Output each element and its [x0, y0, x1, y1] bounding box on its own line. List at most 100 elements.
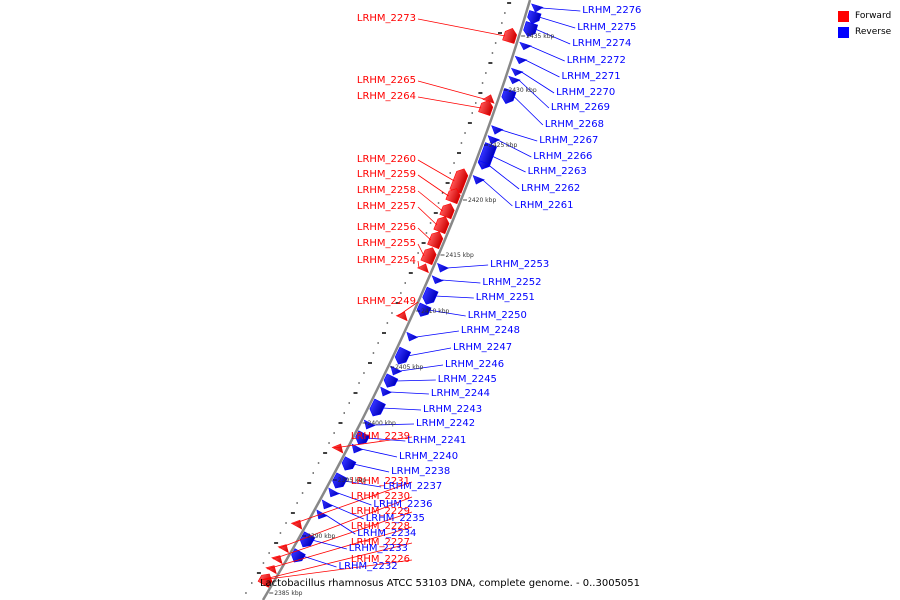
- leader-line: [417, 206, 438, 226]
- position-tick-label: 2390 kbp: [307, 533, 335, 540]
- gene-arrow: [316, 509, 328, 520]
- reverse-gene: [321, 499, 334, 510]
- leader-line: [538, 16, 576, 29]
- reverse-gene: [510, 67, 524, 77]
- leader-line: [434, 295, 474, 299]
- reverse-gene-label: LRHM_2271: [562, 71, 621, 82]
- forward-gene-label: LRHM_2226: [351, 554, 410, 565]
- gene-arrow: [478, 160, 491, 170]
- reverse-gene-label: LRHM_2234: [357, 528, 416, 539]
- leader-line: [529, 45, 565, 62]
- reverse-gene-label: LRHM_2253: [490, 259, 549, 270]
- gene-arrow: [380, 386, 392, 397]
- position-tick-label: 2385 kbp: [274, 590, 302, 597]
- reverse-gene: [341, 456, 357, 471]
- position-tick-label: 2395 kbp: [338, 477, 366, 484]
- leader-line: [407, 347, 452, 357]
- position-tick-label: 2430 kbp: [508, 87, 536, 94]
- reverse-gene: [328, 487, 340, 498]
- reverse-gene: [406, 331, 419, 342]
- forward-gene: [265, 565, 277, 575]
- forward-gene: [331, 443, 344, 454]
- gene-arrow: [328, 487, 340, 498]
- gene-labels: LRHM_2273 LRHM_2265 LRHM_2264 LRHM_2260 LRHM…: [339, 5, 642, 572]
- legend-item-reverse: Reverse: [838, 24, 891, 40]
- reverse-gene: [416, 302, 432, 317]
- gene-arrow: [420, 247, 437, 266]
- leader-line: [381, 407, 422, 411]
- reverse-gene-label: LRHM_2237: [383, 481, 442, 492]
- reverse-gene: [299, 531, 316, 548]
- forward-gene: [395, 311, 408, 322]
- gene-arrow: [355, 430, 370, 445]
- leader-line: [260, 559, 413, 581]
- forward-gene: [433, 216, 450, 235]
- reverse-gene-label: LRHM_2235: [366, 513, 425, 524]
- forward-gene-label: LRHM_2256: [357, 222, 416, 233]
- leader-line: [416, 330, 459, 338]
- leader-line: [325, 514, 356, 535]
- reverse-gene: [369, 398, 386, 417]
- gene-arrow: [406, 331, 419, 342]
- gene-arrow: [431, 275, 444, 284]
- genome-caption: Lactobacillus rhamnosus ATCC 53103 DNA, …: [259, 578, 641, 589]
- reverse-gene-label: LRHM_2261: [514, 200, 573, 211]
- leader-line: [373, 423, 415, 426]
- reverse-gene-label: LRHM_2243: [423, 404, 482, 415]
- tick-marks: [245, 2, 512, 594]
- gene-arrow: [395, 311, 408, 322]
- forward-gene-label: LRHM_2231: [351, 476, 410, 487]
- reverse-gene: [437, 262, 450, 273]
- reverse-gene-label: LRHM_2263: [528, 166, 587, 177]
- reverse-gene: [316, 509, 328, 520]
- reverse-gene: [519, 41, 532, 51]
- position-ticks: 2435 kbp 2430 kbp 2425 kbp 2420 kbp 2415 kbp…: [269, 33, 555, 597]
- leader-line: [518, 79, 550, 109]
- reverse-swatch: [838, 26, 849, 38]
- gene-arrow: [416, 263, 429, 274]
- reverse-gene: [523, 21, 539, 38]
- leader-line: [417, 80, 485, 100]
- forward-gene-label: LRHM_2228: [351, 521, 410, 532]
- reverse-gene-label: LRHM_2269: [551, 102, 610, 113]
- reverse-gene: [422, 286, 439, 305]
- forward-gene-label: LRHM_2265: [357, 75, 416, 86]
- gene-features: [257, 3, 544, 588]
- position-tick-label: 2415 kbp: [446, 252, 474, 259]
- reverse-gene-label: LRHM_2250: [468, 310, 527, 321]
- gene-arrow: [416, 302, 432, 317]
- gene-arrow: [271, 555, 283, 565]
- reverse-gene-label: LRHM_2246: [445, 359, 504, 370]
- gene-arrow: [351, 443, 364, 454]
- legend-label-reverse: Reverse: [855, 27, 892, 37]
- leader-line: [501, 129, 538, 142]
- forward-gene: [420, 247, 437, 266]
- reverse-gene: [380, 386, 392, 397]
- gene-arrow: [491, 125, 504, 135]
- reverse-gene-label: LRHM_2232: [339, 561, 398, 572]
- position-tick-label: 2420 kbp: [468, 197, 496, 204]
- forward-gene: [478, 100, 494, 117]
- forward-gene-label: LRHM_2249: [357, 296, 416, 307]
- leader-line: [417, 243, 425, 257]
- leader-line: [525, 59, 560, 78]
- gene-arrow: [394, 346, 412, 365]
- reverse-gene-label: LRHM_2251: [476, 292, 535, 303]
- reverse-gene: [487, 135, 500, 145]
- reverse-gene-label: LRHM_2242: [416, 418, 475, 429]
- gene-arrow: [363, 419, 376, 430]
- gene-arrow: [514, 55, 528, 65]
- leader-line: [395, 379, 436, 382]
- reverse-gene: [508, 75, 521, 85]
- leader-line: [417, 174, 449, 197]
- gene-arrow: [437, 262, 450, 273]
- leader-line: [417, 227, 432, 241]
- forward-gene-label: LRHM_2264: [357, 91, 416, 102]
- gene-arrow: [487, 135, 500, 145]
- reverse-gene-label: LRHM_2248: [461, 325, 520, 336]
- forward-gene: [277, 544, 289, 554]
- gene-arrow: [277, 544, 289, 554]
- leader-line: [441, 279, 481, 284]
- gene-arrow: [390, 365, 403, 376]
- reverse-gene: [390, 365, 403, 376]
